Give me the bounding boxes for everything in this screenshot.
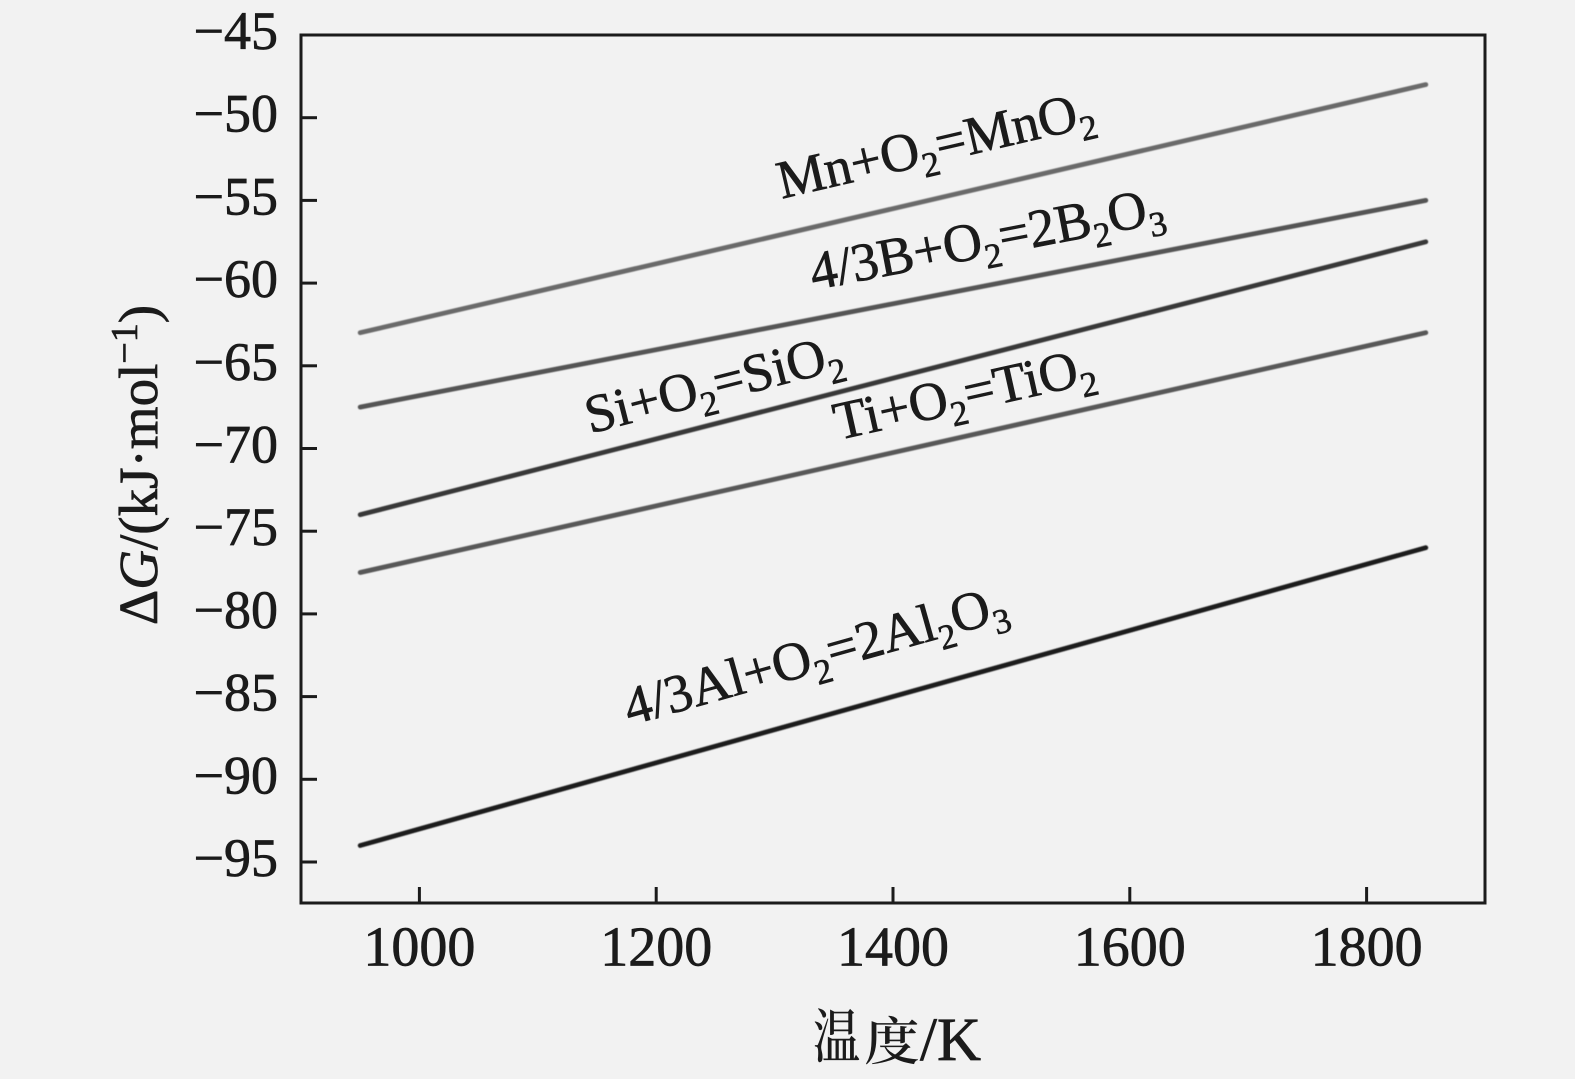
svg-text:1400: 1400 [837,917,949,979]
svg-text:ΔG/(kJ·mol−1​): ΔG/(kJ·mol−1​) [104,305,169,625]
svg-text:−85: −85 [194,663,278,723]
svg-text:−45: −45 [194,1,278,61]
svg-text:1600: 1600 [1074,917,1186,979]
svg-text:−55: −55 [194,166,278,226]
svg-text:−95: −95 [194,828,278,888]
svg-text:1200: 1200 [600,917,712,979]
svg-text:−60: −60 [194,249,278,309]
svg-text:/K: /K [920,1007,981,1074]
svg-text:1800: 1800 [1311,917,1423,979]
svg-text:1000: 1000 [363,917,475,979]
svg-text:Ti+O2​=TiO2​: Ti+O2​=TiO2​ [828,335,1103,459]
svg-text:−50: −50 [194,84,278,144]
svg-text:−90: −90 [194,745,278,805]
svg-text:−75: −75 [194,497,278,557]
svg-text:−70: −70 [194,415,278,475]
svg-text:−65: −65 [194,332,278,392]
svg-text:−80: −80 [194,580,278,640]
